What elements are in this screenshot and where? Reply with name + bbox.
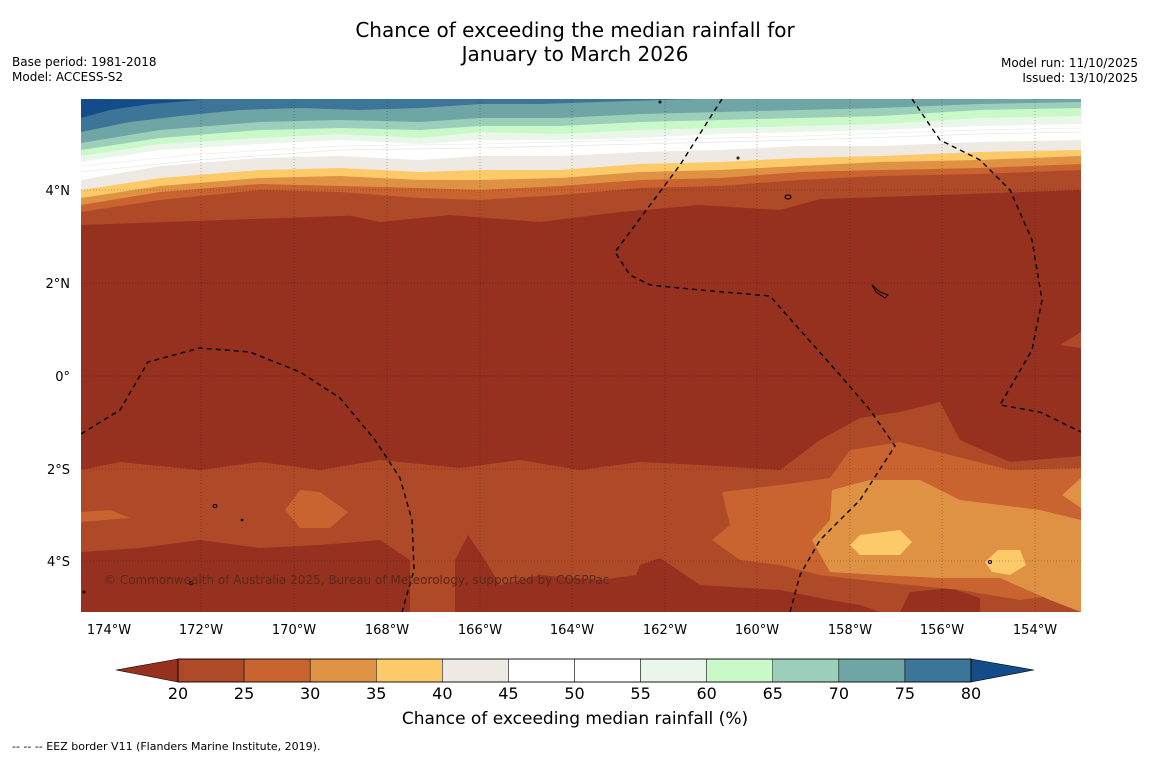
colorbar-tick-label: 25	[234, 684, 254, 703]
zone-above-80-north	[81, 99, 200, 118]
lon-label: 164°W	[550, 623, 594, 638]
colorbar-segment	[309, 658, 377, 683]
longitude-axis: 174°W 172°W 170°W 168°W 166°W 164°W 162°…	[87, 623, 1057, 638]
colorbar-below-triangle	[115, 658, 179, 683]
colorbar-segment	[706, 658, 774, 683]
colorbar-segment	[838, 658, 906, 683]
colorbar-tick-label: 40	[432, 684, 452, 703]
colorbar-label: Chance of exceeding median rainfall (%)	[401, 709, 749, 729]
zone-70-75-north	[81, 99, 1081, 143]
colorbar-tick-label: 45	[498, 684, 518, 703]
colorbar-tick-label: 30	[300, 684, 320, 703]
model-info: Base period: 1981-2018 Model: ACCESS-S2	[12, 55, 157, 85]
lon-label: 172°W	[179, 623, 223, 638]
colorbar: 20 25 30 35 40 45 50 55 60 65 70 75 80	[115, 658, 1035, 703]
colorbar-segment	[243, 658, 311, 683]
colorbar-above-triangle	[970, 658, 1035, 683]
title-line-1: Chance of exceeding the median rainfall …	[355, 18, 795, 42]
map-title: Chance of exceeding the median rainfall …	[0, 18, 1150, 66]
lon-label: 156°W	[920, 623, 964, 638]
lon-label: 158°W	[828, 623, 872, 638]
colorbar-tick-label: 50	[564, 684, 584, 703]
title-line-2: January to March 2026	[461, 42, 689, 66]
colorbar-tick-label: 80	[961, 684, 981, 703]
islands	[82, 100, 992, 594]
lon-label: 174°W	[87, 623, 131, 638]
lat-label: 2°S	[47, 463, 70, 478]
lon-label: 170°W	[272, 623, 316, 638]
lat-label: 4°N	[46, 184, 71, 199]
lat-label: 2°N	[46, 277, 71, 292]
colorbar-tick-label: 65	[763, 684, 783, 703]
colorbar-segment	[376, 658, 443, 683]
colorbar-ticks: 20 25 30 35 40 45 50 55 60 65 70 75 80	[168, 684, 981, 703]
colorbar-segment	[442, 658, 509, 683]
lat-label: 0°	[55, 370, 70, 385]
model-run: Model run: 11/10/2025	[1000, 56, 1138, 70]
eez-borders	[81, 99, 1081, 612]
colorbar-segment	[772, 658, 840, 683]
zone-75-80-north	[81, 99, 700, 132]
colorbar-segment	[177, 658, 245, 683]
lon-label: 166°W	[458, 623, 502, 638]
lon-label: 162°W	[643, 623, 687, 638]
lon-label: 168°W	[365, 623, 409, 638]
eez-legend: -- -- -- EEZ border V11 (Flanders Marine…	[12, 740, 321, 753]
zone-35-40-south	[850, 530, 912, 555]
lon-label: 160°W	[735, 623, 779, 638]
base-period: Base period: 1981-2018	[12, 55, 157, 69]
colorbar-tick-label: 35	[366, 684, 386, 703]
colorbar-segment	[904, 658, 972, 683]
colorbar-segments	[177, 658, 972, 683]
colorbar-segment	[574, 658, 641, 683]
colorbar-segment	[640, 658, 707, 683]
colorbar-tick-label: 70	[829, 684, 849, 703]
map-panel: © Commonwealth of Australia 2025, Bureau…	[81, 99, 1081, 612]
zone-30-35-south	[812, 480, 1081, 612]
copyright-notice: © Commonwealth of Australia 2025, Bureau…	[104, 573, 609, 587]
model-name: Model: ACCESS-S2	[12, 70, 124, 84]
latitude-axis: 4°N 2°N 0° 2°S 4°S	[46, 184, 71, 570]
colorbar-segment	[508, 658, 575, 683]
lat-label: 4°S	[47, 555, 70, 570]
colorbar-tick-label: 20	[168, 684, 188, 703]
lon-label: 154°W	[1013, 623, 1057, 638]
colorbar-tick-label: 75	[895, 684, 915, 703]
issued-date: Issued: 13/10/2025	[1022, 71, 1138, 85]
colorbar-tick-label: 55	[630, 684, 650, 703]
run-info: Model run: 11/10/2025 Issued: 13/10/2025	[1001, 56, 1138, 86]
colorbar-tick-label: 60	[696, 684, 716, 703]
